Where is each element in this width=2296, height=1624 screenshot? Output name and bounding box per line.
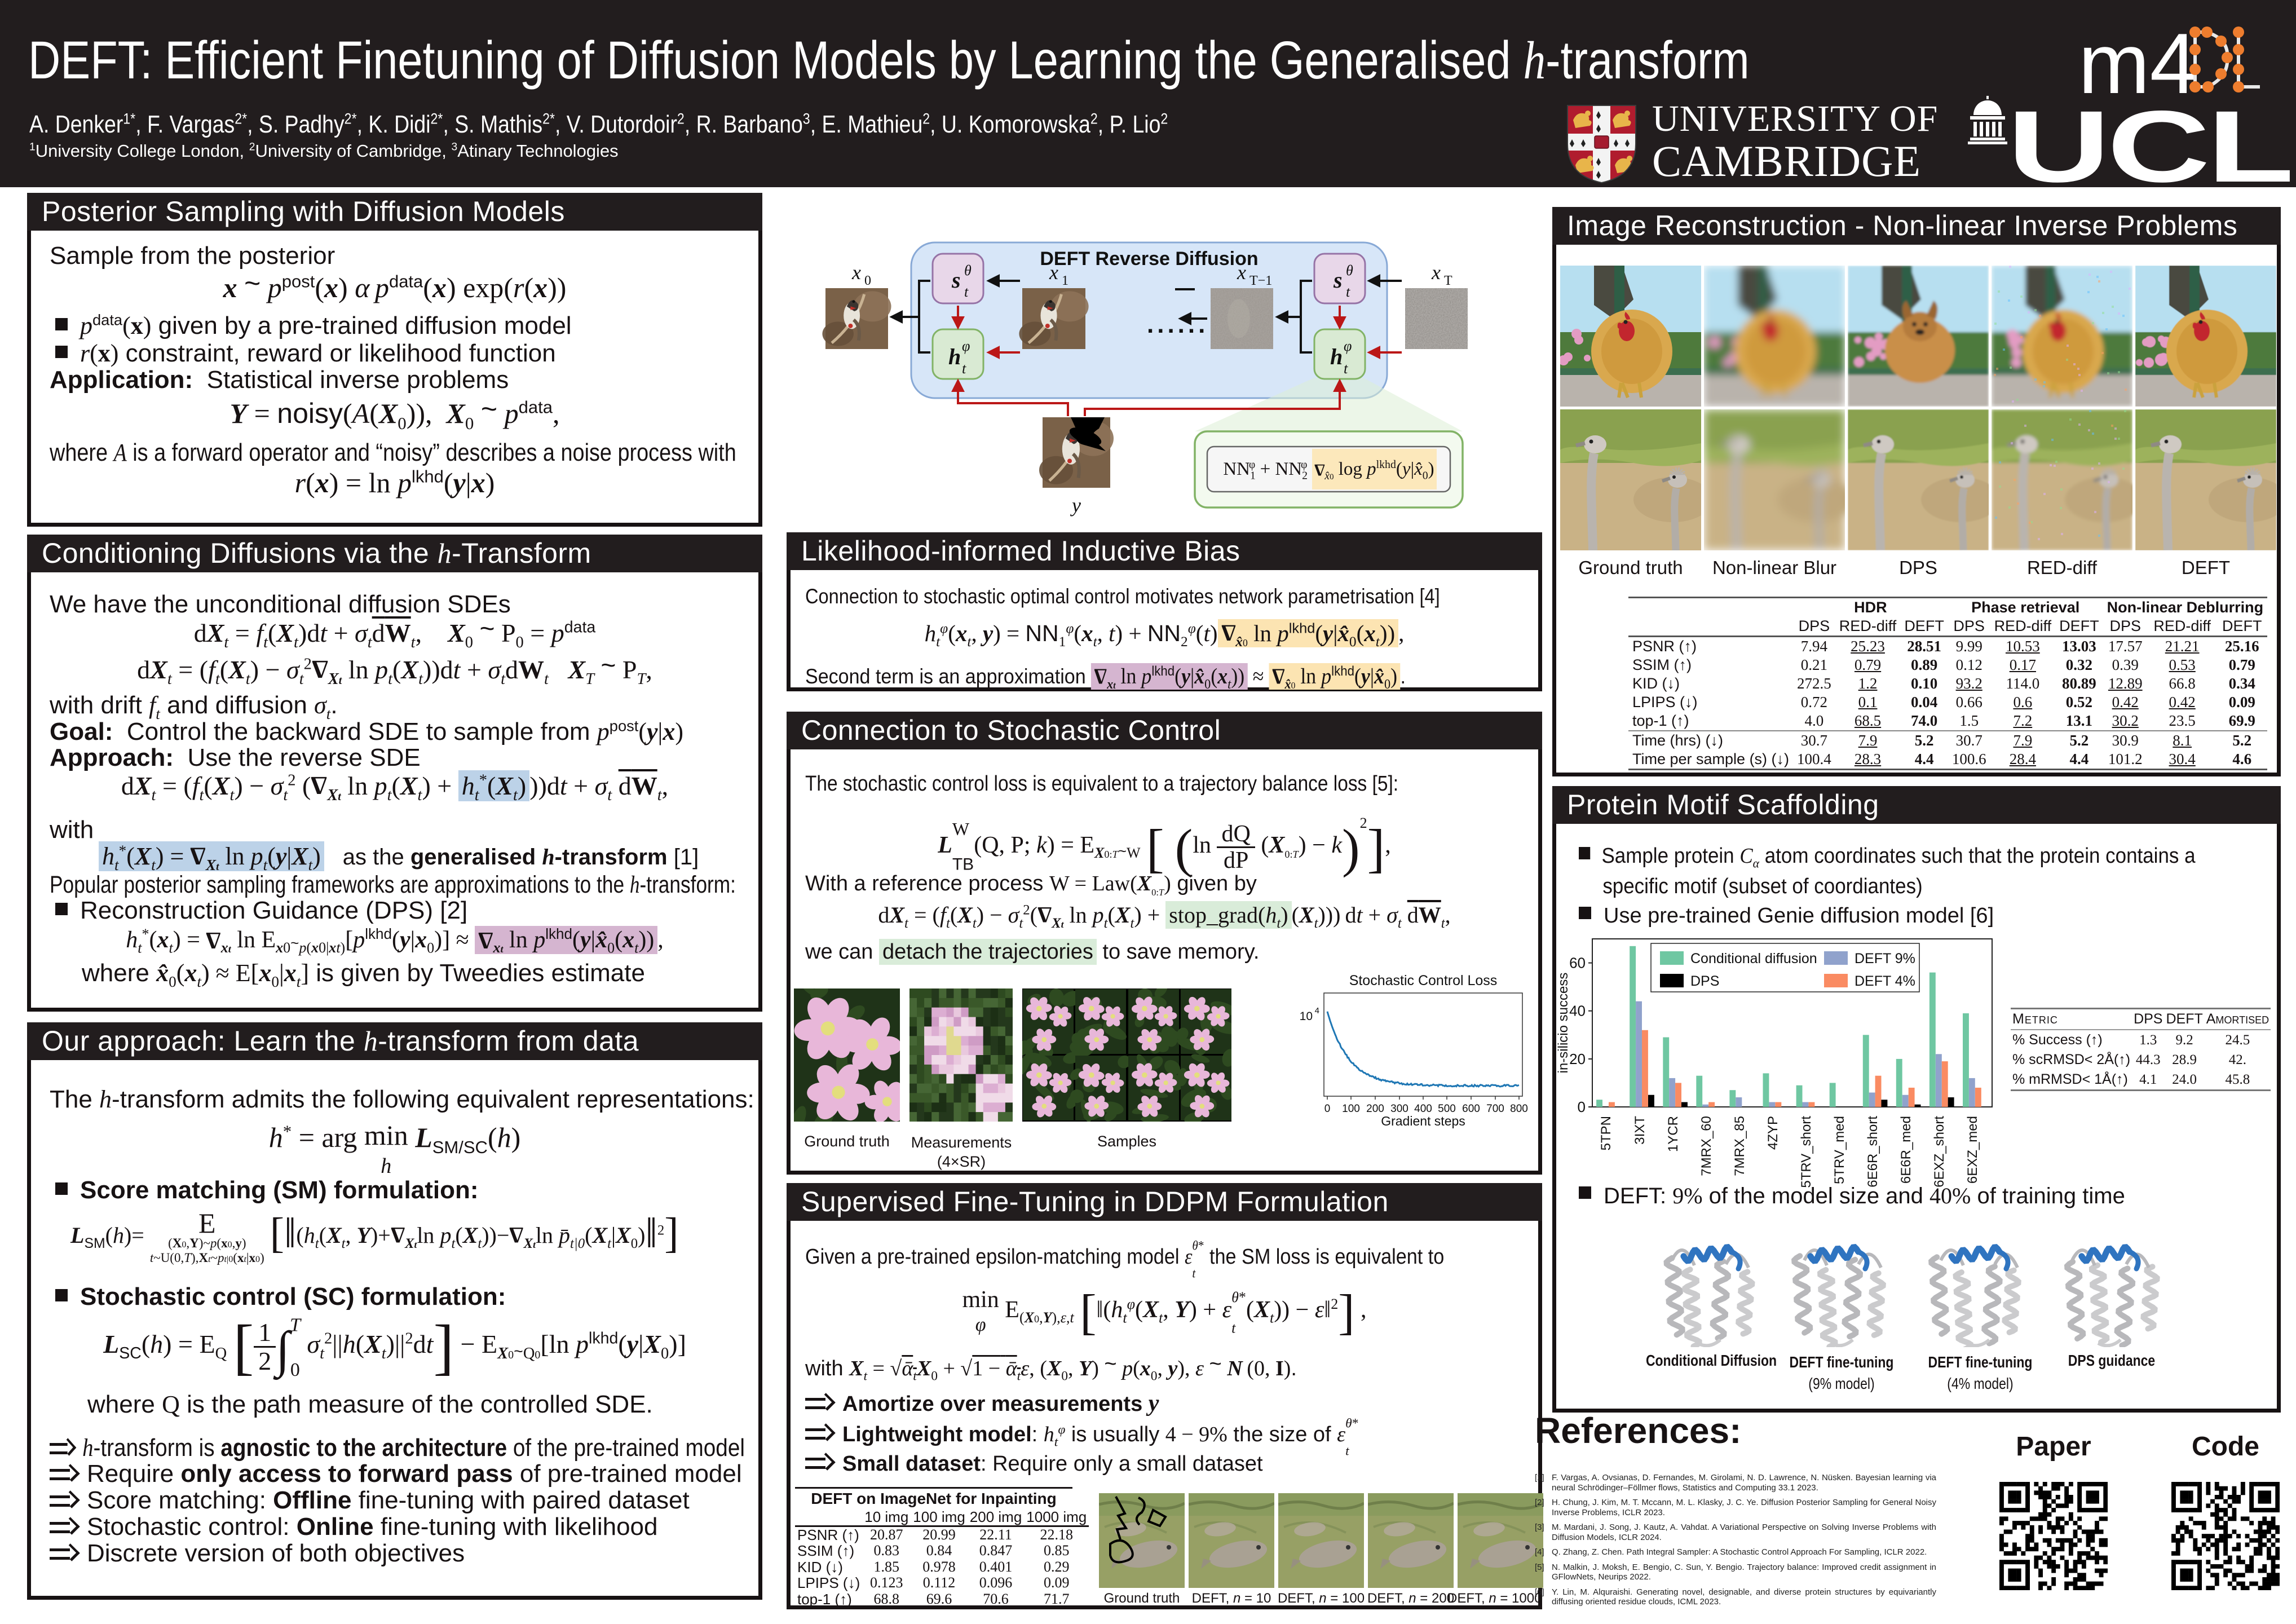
svg-text:0: 0 [1324,1103,1331,1115]
svg-text:5TRV_short: 5TRV_short [1799,1116,1814,1188]
svg-text:h: h [948,344,961,369]
svg-text:0: 0 [864,273,871,288]
svg-text:UNIVERSITY OF: UNIVERSITY OF [1652,98,1938,139]
svg-text:3IXT: 3IXT [1632,1116,1648,1145]
svg-text:......: ...... [1147,311,1208,338]
svg-text:t: t [962,360,966,377]
svg-text:4ZYP: 4ZYP [1765,1116,1781,1150]
svg-text:6EXZ_med: 6EXZ_med [1965,1116,1980,1184]
svg-text:100: 100 [1342,1103,1360,1115]
svg-text:s: s [951,267,961,293]
svg-text:CAMBRIDGE: CAMBRIDGE [1652,136,1921,186]
svg-text:40: 40 [1569,1003,1586,1020]
svg-text:DPS: DPS [1690,973,1719,989]
svg-text:t: t [964,284,969,300]
svg-text:Stochastic Control Loss: Stochastic Control Loss [1349,973,1498,988]
svg-text:UCL: UCL [2007,89,2291,187]
svg-text:y: y [1070,494,1081,517]
svg-text:300: 300 [1390,1103,1408,1115]
svg-text:10: 10 [1300,1010,1313,1023]
svg-text:6E6R_short: 6E6R_short [1865,1116,1880,1188]
svg-text:T: T [1444,273,1452,288]
svg-text:DEFT 4%: DEFT 4% [1855,973,1915,989]
svg-text:x: x [851,261,861,284]
svg-text:500: 500 [1438,1103,1456,1115]
svg-text:in-silicio success: in-silicio success [1556,973,1571,1074]
svg-text:7MRX_60: 7MRX_60 [1699,1116,1714,1176]
svg-text:6EXZ_short: 6EXZ_short [1932,1116,1947,1188]
svg-text:t: t [1346,284,1350,300]
svg-text:x: x [1237,261,1246,284]
svg-text:x: x [1431,261,1441,284]
svg-text:θ: θ [1346,262,1353,279]
svg-text:1: 1 [1062,273,1068,288]
svg-text:DEFT 9%: DEFT 9% [1855,951,1915,967]
svg-text:5TRV_med: 5TRV_med [1832,1116,1847,1184]
svg-text:θ: θ [964,262,972,279]
svg-text:700: 700 [1486,1103,1504,1115]
svg-text:φ: φ [962,338,970,354]
svg-text:t: t [1344,360,1348,377]
svg-text:5TPN: 5TPN [1599,1116,1614,1150]
svg-text:DEFT Reverse Diffusion: DEFT Reverse Diffusion [1040,248,1258,270]
svg-text:800: 800 [1510,1103,1528,1115]
svg-text:1YCR: 1YCR [1666,1116,1681,1152]
svg-text:7MRX_85: 7MRX_85 [1732,1116,1747,1176]
svg-text:x: x [1049,261,1058,284]
svg-text:400: 400 [1414,1103,1432,1115]
svg-text:m4: m4 [2078,23,2197,112]
svg-text:Gradient steps: Gradient steps [1381,1114,1465,1128]
svg-text:φ: φ [1344,338,1352,354]
svg-text:4: 4 [1315,1006,1319,1016]
svg-text:Conditional diffusion: Conditional diffusion [1690,951,1817,967]
svg-text:0: 0 [1578,1098,1586,1115]
svg-text:h: h [1330,344,1343,369]
svg-text:6E6R_med: 6E6R_med [1898,1116,1914,1184]
svg-text:600: 600 [1462,1103,1480,1115]
svg-text:60: 60 [1569,955,1586,972]
svg-text:T−1: T−1 [1249,273,1272,288]
svg-text:s: s [1333,267,1343,293]
svg-text:200: 200 [1366,1103,1384,1115]
svg-text:20: 20 [1569,1051,1586,1067]
